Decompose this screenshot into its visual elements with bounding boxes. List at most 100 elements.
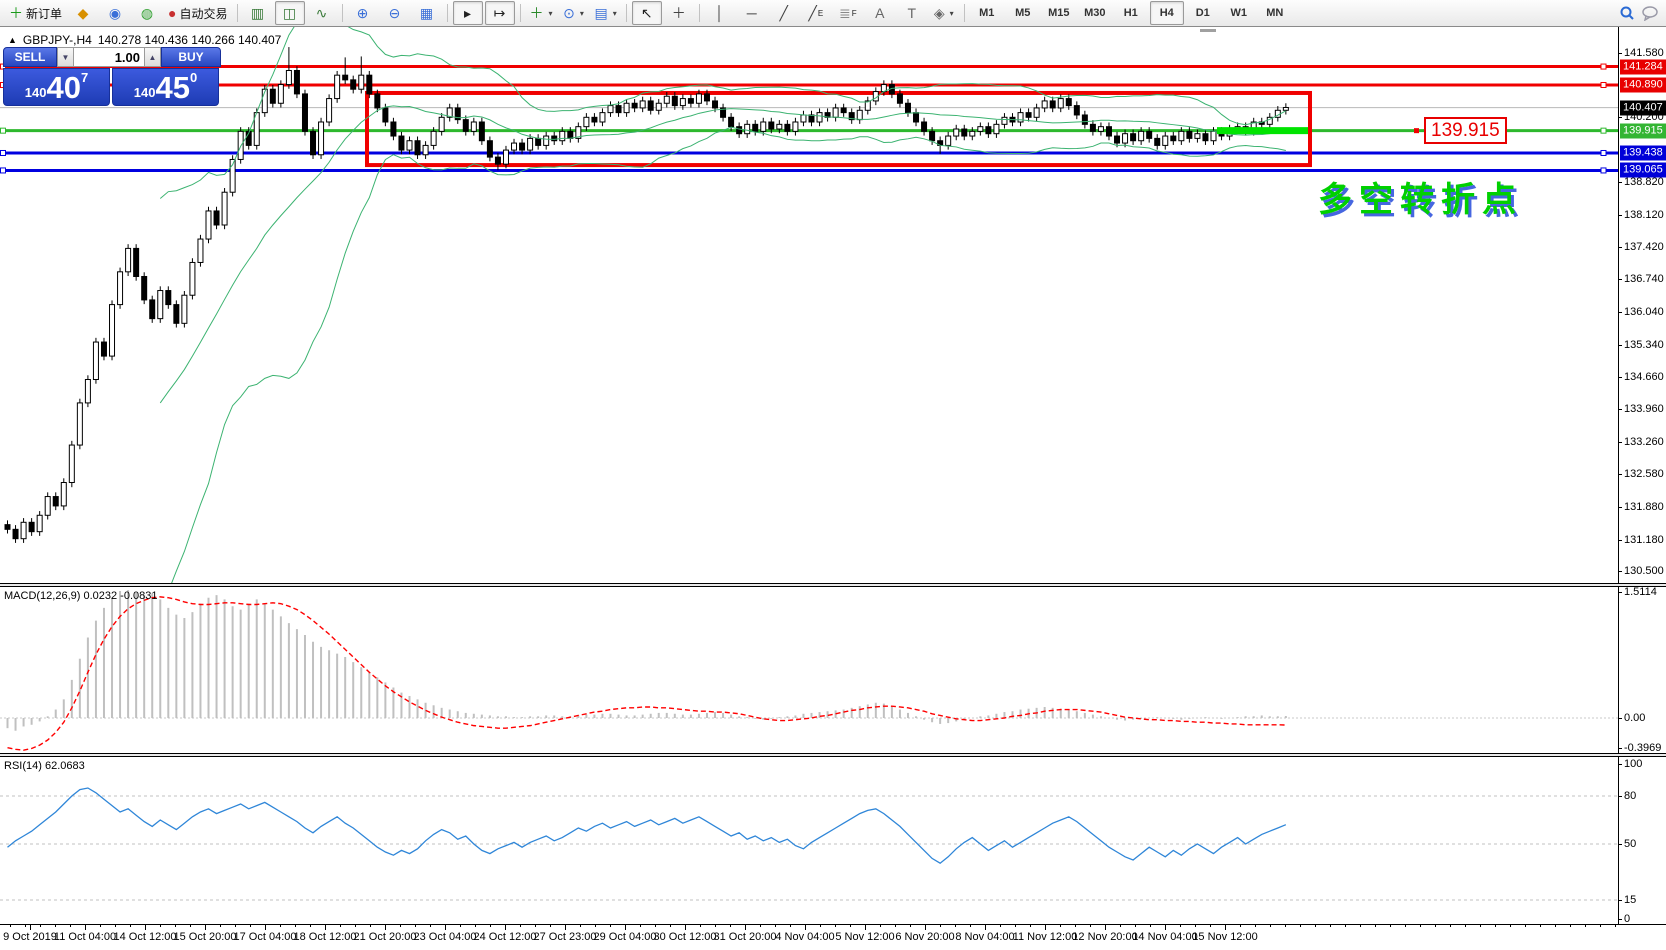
time-minor-tick	[370, 925, 371, 927]
chart-shift-icon: ↦	[493, 5, 506, 21]
dropdown-arrow-icon[interactable]: ▾	[579, 8, 584, 18]
timeframe-h4[interactable]: H4	[1149, 1, 1184, 25]
periods-icon: ⊙	[563, 5, 575, 21]
periods-icon[interactable]: ⊙ ▾	[559, 1, 589, 25]
timeframe-w1[interactable]: W1	[1230, 7, 1248, 19]
signals-icon[interactable]: ◍	[132, 1, 162, 25]
time-major-tick	[625, 925, 626, 930]
time-minor-tick	[880, 925, 881, 927]
timeframe-m5[interactable]: M5	[1015, 7, 1031, 19]
chat-icon[interactable]	[1641, 5, 1659, 21]
candlestick-icon: ◫	[282, 5, 297, 21]
tile-windows-icon[interactable]: ▦	[412, 1, 442, 25]
macd-plot[interactable]	[0, 587, 1618, 753]
time-minor-tick	[1585, 925, 1586, 927]
vertical-line-icon[interactable]: │	[705, 1, 735, 25]
collapse-icon[interactable]: ▲	[8, 35, 17, 45]
rsi-panel[interactable]: RSI(14) 62.0683 100 80 50 15 0	[0, 757, 1666, 925]
time-minor-tick	[1435, 925, 1436, 927]
fibonacci-icon[interactable]: ≣ F	[833, 1, 863, 25]
sell-button[interactable]: SELL	[3, 47, 57, 67]
timeframe-m30[interactable]: M30	[1084, 7, 1106, 19]
macd-axis[interactable]: 1.5114 0.00 -0.3969	[1618, 586, 1666, 754]
candlestick-icon[interactable]: ◫	[274, 1, 305, 25]
time-label: 4 Nov 04:00	[775, 931, 835, 943]
time-minor-tick	[1135, 925, 1136, 927]
axis-tick-label: 141.580	[1624, 46, 1664, 59]
time-major-tick	[565, 925, 566, 930]
volume-up-button[interactable]: ▲	[144, 47, 161, 67]
axis-tick-label: 138.120	[1624, 208, 1664, 221]
axis-tick-label: 80	[1624, 790, 1637, 802]
turning-point-annotation[interactable]: 多空转折点	[1318, 180, 1523, 220]
text-icon[interactable]: A	[865, 1, 895, 25]
buy-button[interactable]: BUY	[161, 47, 221, 67]
price-badge: 140.890	[1620, 77, 1666, 93]
panel-separator[interactable]	[0, 583, 1666, 587]
sell-price-tile[interactable]: 140 40 7	[3, 68, 110, 106]
volume-input[interactable]	[74, 47, 144, 67]
timeframe-m15[interactable]: M15	[1048, 7, 1070, 19]
chart-scroll-indicator[interactable]	[1200, 29, 1216, 32]
search-icon[interactable]	[1619, 5, 1635, 21]
buy-price-tile[interactable]: 140 45 0	[112, 68, 219, 106]
equidistant-channel-icon[interactable]: ╱ E	[801, 1, 831, 25]
time-axis[interactable]: 9 Oct 2019 11 Oct 04:00 14 Oct 12:00 15 Oct…	[0, 924, 1666, 950]
metaeditor-icon[interactable]: ◆	[68, 1, 98, 25]
market-icon[interactable]: ◉	[100, 1, 130, 25]
timeframe-h1[interactable]: H1	[1123, 7, 1138, 19]
toolbar-separator	[625, 4, 627, 22]
time-minor-tick	[1015, 925, 1016, 927]
timeframe-m1[interactable]: M1	[979, 7, 995, 19]
trendline-icon[interactable]: ╱	[769, 1, 799, 25]
axis-tick	[1619, 409, 1622, 411]
macd-label: MACD(12,26,9) 0.0232 -0.0831	[4, 590, 158, 602]
volume-down-button[interactable]: ▼	[57, 47, 74, 67]
axis-tick	[1619, 52, 1622, 54]
timeframe-mn[interactable]: MN	[1266, 7, 1284, 19]
trendline-icon: ╱	[779, 5, 788, 21]
panel-separator[interactable]	[0, 753, 1666, 757]
dropdown-arrow-icon[interactable]: ▾	[548, 8, 553, 18]
arrows-icon[interactable]: ◈ ▾	[929, 1, 959, 25]
time-label: 6 Nov 20:00	[895, 931, 955, 943]
axis-tick	[1619, 181, 1622, 183]
level-handle	[1600, 149, 1607, 156]
time-label: 14 Nov 04:00	[1132, 931, 1198, 943]
tool-sub-letter: F	[851, 8, 857, 18]
tool-sub-letter: E	[817, 8, 824, 18]
zoom-out-icon[interactable]: ⊖	[380, 1, 410, 25]
indicators-icon[interactable]: ＋ ▾	[526, 1, 557, 25]
rsi-axis[interactable]: 100 80 50 15 0	[1618, 757, 1666, 925]
price-callout-label[interactable]: 139.915	[1424, 117, 1507, 145]
dropdown-arrow-icon[interactable]: ▾	[949, 8, 954, 18]
toolbar: ＋新订单 ◆ ◉ ◍ ● 自动交易 ▥ ◫ ∿ ⊕ ⊖ ▦ ▸ ↦ ＋ ▾ ⊙ ▾ ▤ ▾ ↖ ＋ │ ─ ╱ ╱ E ≣ F A T ◈ ▾ M…	[0, 0, 1666, 27]
autotrading-button[interactable]: ● 自动交易	[164, 1, 231, 25]
bar-chart-icon[interactable]: ▥	[243, 1, 273, 25]
dropdown-arrow-icon[interactable]: ▾	[612, 8, 617, 18]
time-major-tick	[85, 925, 86, 930]
time-minor-tick	[1120, 925, 1121, 927]
timeframe-d1[interactable]: D1	[1195, 7, 1210, 19]
rsi-plot[interactable]	[0, 757, 1618, 924]
sell-price-figure: 140	[24, 85, 47, 100]
crosshair-icon[interactable]: ＋	[664, 1, 694, 25]
zoom-in-icon[interactable]: ⊕	[348, 1, 378, 25]
time-major-tick	[865, 925, 866, 930]
horizontal-line-icon[interactable]: ─	[737, 1, 767, 25]
autoscroll-icon[interactable]: ▸	[452, 1, 483, 25]
cursor-icon[interactable]: ↖	[631, 1, 662, 25]
text-label-icon[interactable]: T	[897, 1, 927, 25]
price-axis[interactable]: 141.580 140.200 138.820 138.120 137.420 136.7…	[1618, 27, 1666, 583]
time-major-tick	[1045, 925, 1046, 930]
bar-chart-icon: ▥	[250, 5, 265, 21]
new-order-button[interactable]: ＋新订单	[5, 1, 66, 25]
line-chart-icon[interactable]: ∿	[307, 1, 337, 25]
macd-panel[interactable]: MACD(12,26,9) 0.0232 -0.0831 1.5114 0.00 -…	[0, 586, 1666, 754]
chart-shift-icon[interactable]: ↦	[484, 1, 515, 25]
time-minor-tick	[850, 925, 851, 927]
main-chart-panel[interactable]: ▲ GBPJPY-,H4 140.278 140.436 140.266 140…	[0, 27, 1666, 583]
metaeditor-icon: ◆	[77, 5, 89, 21]
price-chart-plot[interactable]	[0, 27, 1618, 583]
templates-icon[interactable]: ▤ ▾	[591, 1, 621, 25]
